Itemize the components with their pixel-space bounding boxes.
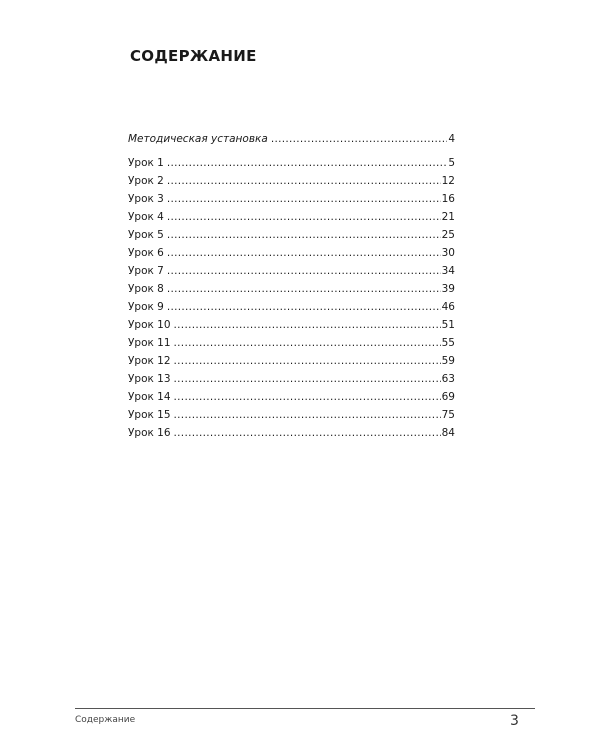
toc-entry-page: 46 bbox=[441, 301, 455, 313]
dot-leader bbox=[167, 211, 441, 223]
toc-entry[interactable]: Методическая установка 4 bbox=[128, 133, 455, 151]
toc-entry-label: Урок 3 bbox=[128, 193, 164, 205]
toc-entry[interactable]: Урок 6 30 bbox=[128, 247, 455, 265]
footer-divider bbox=[75, 708, 535, 709]
toc-entry[interactable]: Урок 4 21 bbox=[128, 211, 455, 229]
toc-entry-label: Урок 5 bbox=[128, 229, 164, 241]
toc-entry-label: Урок 10 bbox=[128, 319, 171, 331]
toc-entry-page: 75 bbox=[441, 409, 455, 421]
toc-entry-page: 30 bbox=[441, 247, 455, 259]
dot-leader bbox=[174, 337, 441, 349]
page-number: 3 bbox=[510, 713, 519, 729]
toc-entry-page: 5 bbox=[448, 157, 455, 169]
toc-entry[interactable]: Урок 13 63 bbox=[128, 373, 455, 391]
toc-entry-label: Урок 8 bbox=[128, 283, 164, 295]
page-title: СОДЕРЖАНИЕ bbox=[130, 47, 257, 65]
dot-leader bbox=[167, 229, 441, 241]
toc-entry-page: 39 bbox=[441, 283, 455, 295]
toc-entry-label: Урок 4 bbox=[128, 211, 164, 223]
toc-entry-page: 63 bbox=[441, 373, 455, 385]
toc-entry-label: Урок 11 bbox=[128, 337, 171, 349]
dot-leader bbox=[174, 355, 441, 367]
toc-entry-label: Урок 2 bbox=[128, 175, 164, 187]
toc-entry-label: Урок 1 bbox=[128, 157, 164, 169]
dot-leader bbox=[174, 391, 441, 403]
toc-entry-label: Урок 12 bbox=[128, 355, 171, 367]
toc-entry-label: Урок 13 bbox=[128, 373, 171, 385]
dot-leader bbox=[167, 175, 441, 187]
toc-entry-label: Урок 14 bbox=[128, 391, 171, 403]
toc-entry-label: Урок 15 bbox=[128, 409, 171, 421]
dot-leader bbox=[167, 301, 441, 313]
toc-entry-page: 34 bbox=[441, 265, 455, 277]
dot-leader bbox=[167, 193, 441, 205]
toc-entry[interactable]: Урок 5 25 bbox=[128, 229, 455, 247]
toc-entry-page: 69 bbox=[441, 391, 455, 403]
dot-leader bbox=[167, 283, 441, 295]
toc-entry-page: 84 bbox=[441, 427, 455, 439]
toc-entry-label: Урок 16 bbox=[128, 427, 171, 439]
toc-entry[interactable]: Урок 3 16 bbox=[128, 193, 455, 211]
toc-entry[interactable]: Урок 10 51 bbox=[128, 319, 455, 337]
toc-entry[interactable]: Урок 16 84 bbox=[128, 427, 455, 445]
toc-entry-page: 59 bbox=[441, 355, 455, 367]
toc-entry-label: Методическая установка bbox=[128, 133, 268, 145]
toc-entry-page: 25 bbox=[441, 229, 455, 241]
dot-leader bbox=[174, 373, 441, 385]
toc-entry-label: Урок 9 bbox=[128, 301, 164, 313]
dot-leader bbox=[271, 133, 448, 145]
toc-entry[interactable]: Урок 7 34 bbox=[128, 265, 455, 283]
toc-entry[interactable]: Урок 14 69 bbox=[128, 391, 455, 409]
toc-entry[interactable]: Урок 9 46 bbox=[128, 301, 455, 319]
toc-entry-page: 55 bbox=[441, 337, 455, 349]
toc-entry[interactable]: Урок 2 12 bbox=[128, 175, 455, 193]
toc-entry-page: 21 bbox=[441, 211, 455, 223]
dot-leader bbox=[167, 157, 447, 169]
toc-entry[interactable]: Урок 1 5 bbox=[128, 157, 455, 175]
toc-entry-page: 51 bbox=[441, 319, 455, 331]
dot-leader bbox=[174, 319, 441, 331]
dot-leader bbox=[167, 265, 441, 277]
dot-leader bbox=[167, 247, 441, 259]
footer-section-title: Содержание bbox=[75, 715, 136, 725]
toc-entry-label: Урок 7 bbox=[128, 265, 164, 277]
toc-entry[interactable]: Урок 11 55 bbox=[128, 337, 455, 355]
toc-entry-page: 12 bbox=[441, 175, 455, 187]
toc-entry-page: 4 bbox=[448, 133, 455, 145]
toc-entry[interactable]: Урок 8 39 bbox=[128, 283, 455, 301]
toc-entry[interactable]: Урок 12 59 bbox=[128, 355, 455, 373]
dot-leader bbox=[174, 409, 441, 421]
dot-leader bbox=[174, 427, 441, 439]
table-of-contents: Методическая установка4Урок 15Урок 212Ур… bbox=[128, 133, 455, 445]
toc-entry-label: Урок 6 bbox=[128, 247, 164, 259]
toc-entry-page: 16 bbox=[441, 193, 455, 205]
toc-entry[interactable]: Урок 15 75 bbox=[128, 409, 455, 427]
